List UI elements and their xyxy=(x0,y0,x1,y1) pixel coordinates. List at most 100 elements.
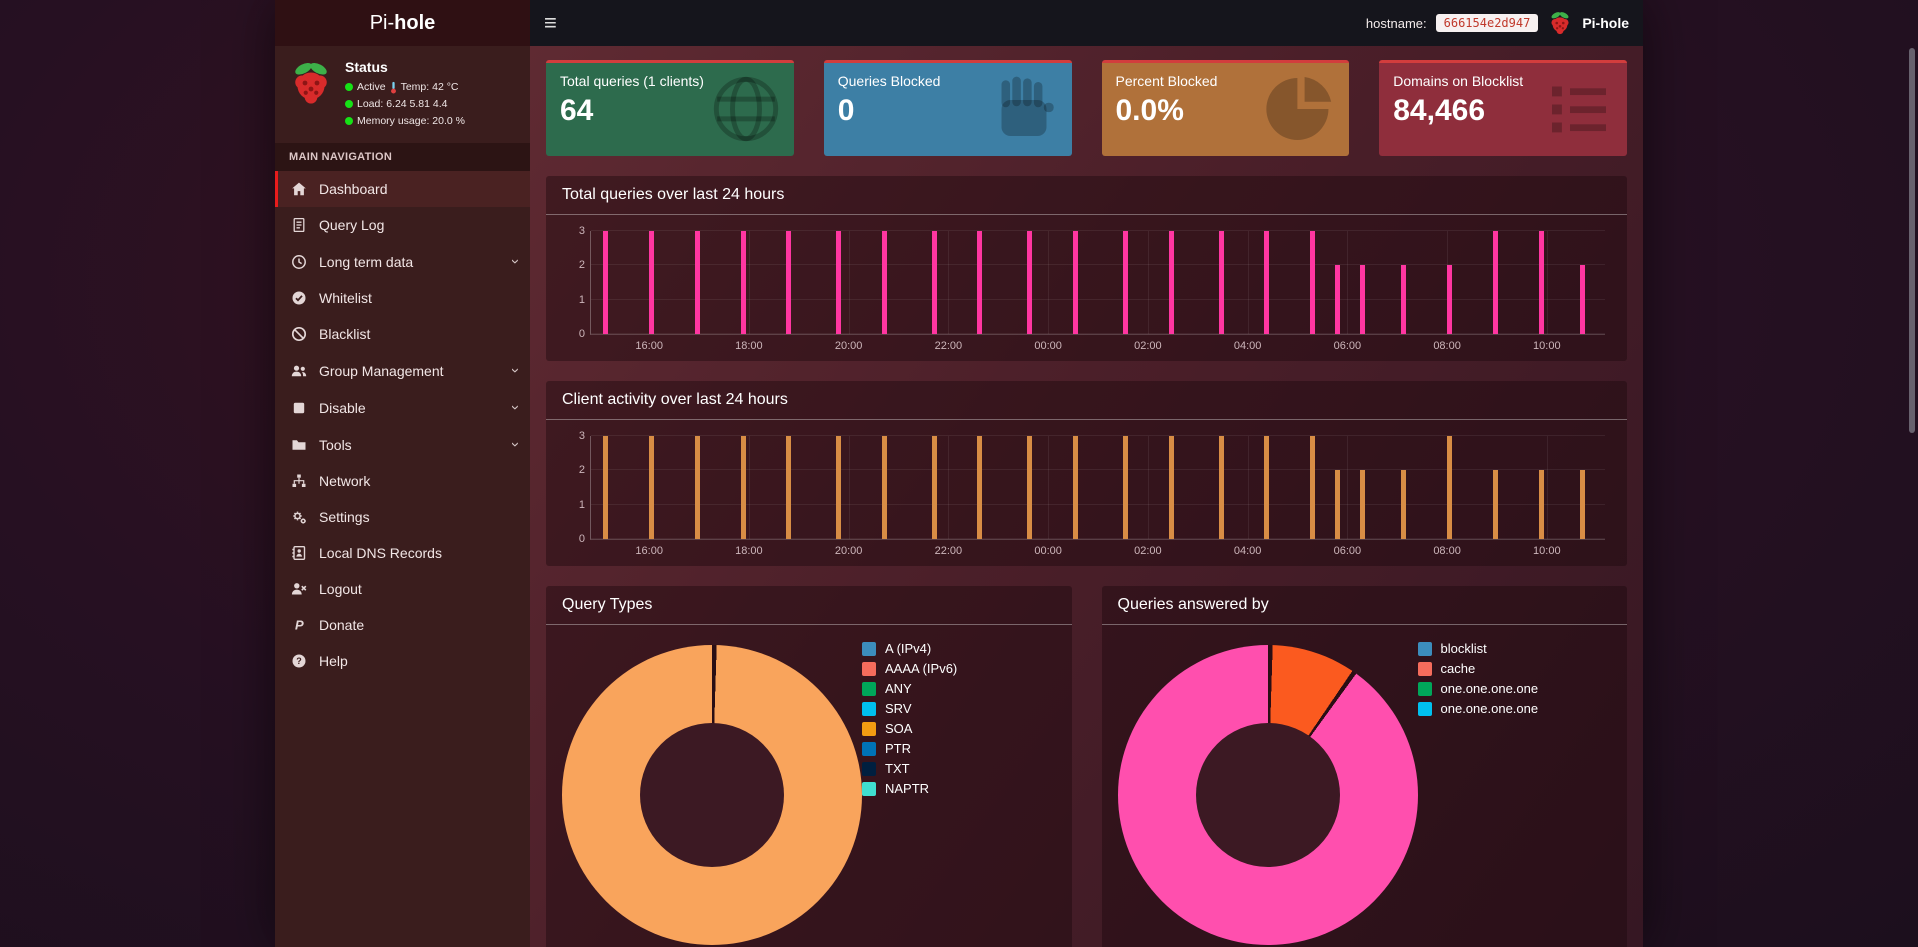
sidebar-item-query-log[interactable]: Query Log xyxy=(275,207,530,243)
folder-icon xyxy=(290,437,308,453)
chart-bar[interactable] xyxy=(1309,231,1315,334)
chart-bar[interactable] xyxy=(786,231,792,334)
sidebar-item-logout[interactable]: Logout xyxy=(275,571,530,607)
chart-bar[interactable] xyxy=(1492,470,1498,539)
sidebar-item-disable[interactable]: Disable › xyxy=(275,389,530,426)
chart-bar[interactable] xyxy=(1168,231,1174,334)
stat-card-percent-blocked[interactable]: Percent Blocked 0.0% xyxy=(1101,60,1350,156)
chart-bar[interactable] xyxy=(931,436,937,539)
sidebar-item-label: Disable xyxy=(319,399,366,416)
sidebar-menu: Dashboard Query Log Long term data › Whiteli… xyxy=(275,171,530,679)
sidebar-item-donate[interactable]: P Donate xyxy=(275,607,530,643)
chart-bar[interactable] xyxy=(694,231,700,334)
chart-bar[interactable] xyxy=(1447,436,1453,539)
chart-bar[interactable] xyxy=(1218,231,1224,334)
chart-bar[interactable] xyxy=(694,436,700,539)
chart-bar[interactable] xyxy=(1027,436,1033,539)
raspberry-logo-icon xyxy=(1547,10,1573,36)
chart-bar[interactable] xyxy=(1401,470,1407,539)
chart-bar[interactable] xyxy=(603,436,609,539)
chart-bar[interactable] xyxy=(1359,265,1365,334)
query-types-donut[interactable] xyxy=(562,645,862,945)
legend-item-one-one-one-one[interactable]: one.one.one.one xyxy=(1417,681,1612,696)
sidebar-item-label: Network xyxy=(319,473,371,490)
sidebar-item-whitelist[interactable]: Whitelist xyxy=(275,280,530,316)
clients-panel-title: Client activity over last 24 hours xyxy=(546,381,1627,420)
chart-bar[interactable] xyxy=(881,231,887,334)
sidebar-item-network[interactable]: Network xyxy=(275,463,530,499)
chart-bar[interactable] xyxy=(977,231,983,334)
chart-bar[interactable] xyxy=(836,231,842,334)
chart-bar[interactable] xyxy=(836,436,842,539)
chart-bar[interactable] xyxy=(1122,231,1128,334)
chart-bar[interactable] xyxy=(1334,470,1340,539)
legend-item-naptr[interactable]: NAPTR xyxy=(862,781,1056,796)
chart-bar[interactable] xyxy=(1447,265,1453,334)
thermometer-icon xyxy=(390,81,397,94)
sidebar-item-help[interactable]: ? Help xyxy=(275,643,530,679)
chart-bar[interactable] xyxy=(1218,436,1224,539)
chart-bar[interactable] xyxy=(1359,470,1365,539)
chart-bar[interactable] xyxy=(1401,265,1407,334)
chart-bar[interactable] xyxy=(1538,470,1544,539)
hostname-badge: 666154e2d947 xyxy=(1435,14,1539,32)
answered-by-donut[interactable] xyxy=(1117,645,1418,945)
chart-bar[interactable] xyxy=(786,436,792,539)
chart-bar[interactable] xyxy=(1073,231,1079,334)
file-icon xyxy=(290,217,308,233)
legend-label: blocklist xyxy=(1440,641,1487,656)
chart-bar[interactable] xyxy=(1309,436,1315,539)
sidebar-item-local-dns-records[interactable]: Local DNS Records xyxy=(275,535,530,571)
chart-bar[interactable] xyxy=(1580,470,1586,539)
legend-item-txt[interactable]: TXT xyxy=(862,761,1056,776)
chart-bar[interactable] xyxy=(740,436,746,539)
chart-bar[interactable] xyxy=(1334,265,1340,334)
legend-item-blocklist[interactable]: blocklist xyxy=(1417,641,1612,656)
scrollbar[interactable] xyxy=(1909,48,1915,433)
y-axis-label: 1 xyxy=(578,498,585,511)
sidebar-item-long-term-data[interactable]: Long term data › xyxy=(275,243,530,280)
sidebar-item-blacklist[interactable]: Blacklist xyxy=(275,316,530,352)
legend-item-one-one-one-one[interactable]: one.one.one.one xyxy=(1417,701,1612,716)
legend-item-cache[interactable]: cache xyxy=(1417,661,1612,676)
stat-card-title: Domains on Blocklist xyxy=(1393,73,1524,89)
brand[interactable]: Pi-hole xyxy=(275,0,530,46)
legend-item-any[interactable]: ANY xyxy=(862,681,1056,696)
v-gridline xyxy=(1347,231,1349,334)
legend-item-aaaa-ipv6[interactable]: AAAA (IPv6) xyxy=(862,661,1056,676)
chart-bar[interactable] xyxy=(1538,231,1544,334)
stat-card-queries-blocked[interactable]: Queries Blocked 0 xyxy=(823,60,1072,156)
chart-bar[interactable] xyxy=(977,436,983,539)
legend-item-ptr[interactable]: PTR xyxy=(862,741,1056,756)
chart-bar[interactable] xyxy=(1580,265,1586,334)
sidebar-item-tools[interactable]: Tools › xyxy=(275,426,530,463)
chart-bar[interactable] xyxy=(1073,436,1079,539)
navbar-bar: ≡ hostname: 666154e2d947 Pi-hole xyxy=(530,0,1643,46)
h-gridline xyxy=(591,469,1605,471)
v-gridline xyxy=(1048,231,1050,334)
chart-bar[interactable] xyxy=(1027,231,1033,334)
chart-bar[interactable] xyxy=(649,231,655,334)
legend-item-soa[interactable]: SOA xyxy=(862,721,1056,736)
sidebar-item-group-management[interactable]: Group Management › xyxy=(275,352,530,389)
brand-bold: hole xyxy=(394,11,436,34)
chart-bar[interactable] xyxy=(1492,231,1498,334)
chart-bar[interactable] xyxy=(931,231,937,334)
chart-bar[interactable] xyxy=(603,231,609,334)
chart-bar[interactable] xyxy=(1264,436,1270,539)
chart-bar[interactable] xyxy=(740,231,746,334)
chart-bar[interactable] xyxy=(1264,231,1270,334)
hamburger-icon[interactable]: ≡ xyxy=(544,10,557,35)
legend-label: TXT xyxy=(885,761,910,776)
legend-item-srv[interactable]: SRV xyxy=(862,701,1056,716)
stat-card-total-queries-1-clients[interactable]: Total queries (1 clients) 64 xyxy=(546,60,794,156)
x-axis-label: 16:00 xyxy=(635,340,663,352)
legend-item-a-ipv4[interactable]: A (IPv4) xyxy=(862,641,1056,656)
stat-card-domains-on-blocklist[interactable]: Domains on Blocklist 84,466 xyxy=(1379,60,1627,156)
chart-bar[interactable] xyxy=(881,436,887,539)
chart-bar[interactable] xyxy=(649,436,655,539)
chart-bar[interactable] xyxy=(1122,436,1128,539)
sidebar-item-settings[interactable]: Settings xyxy=(275,499,530,535)
chart-bar[interactable] xyxy=(1168,436,1174,539)
sidebar-item-dashboard[interactable]: Dashboard xyxy=(275,171,530,208)
